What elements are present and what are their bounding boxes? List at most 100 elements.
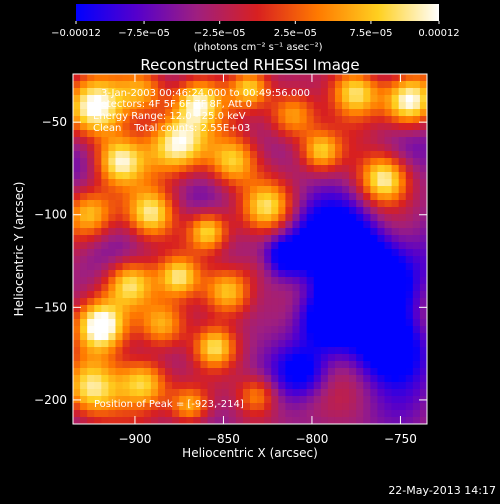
- heatmap-cell: [250, 165, 258, 173]
- heatmap-cell: [101, 235, 109, 243]
- heatmap-cell: [264, 130, 272, 138]
- heatmap-cell: [384, 333, 393, 341]
- heatmap-cell: [292, 137, 301, 145]
- heatmap-cell: [299, 347, 308, 355]
- heatmap-cell: [157, 235, 166, 243]
- heatmap-cell: [214, 228, 223, 236]
- heatmap-cell: [264, 410, 272, 418]
- heatmap-cell: [299, 151, 308, 159]
- heatmap-cell: [108, 130, 117, 138]
- heatmap-cell: [405, 109, 414, 117]
- heatmap-cell: [94, 354, 102, 362]
- heatmap-cell: [207, 193, 216, 201]
- heatmap-cell: [264, 95, 272, 103]
- heatmap-cell: [186, 95, 194, 103]
- heatmap-cell: [257, 263, 265, 271]
- heatmap-cell: [391, 326, 400, 334]
- heatmap-cell: [122, 382, 131, 390]
- plot-frame: [72, 73, 428, 425]
- heatmap-cell: [94, 396, 102, 404]
- heatmap-cell: [299, 81, 308, 89]
- heatmap-cell: [157, 389, 166, 397]
- heatmap-cell: [405, 340, 414, 348]
- heatmap-cell: [242, 102, 251, 110]
- heatmap-cell: [150, 270, 159, 278]
- heatmap-cell: [257, 305, 265, 313]
- heatmap-cell: [172, 263, 180, 271]
- heatmap-cell: [342, 221, 350, 229]
- heatmap-cell: [87, 410, 95, 418]
- heatmap-cell: [363, 291, 371, 299]
- heatmap-cell: [242, 403, 251, 411]
- heatmap-cell: [193, 389, 202, 397]
- heatmap-cell: [405, 375, 414, 383]
- heatmap-cell: [228, 277, 237, 285]
- heatmap-cell: [264, 382, 272, 390]
- heatmap-cell: [356, 312, 364, 320]
- heatmap-cell: [200, 417, 209, 424]
- heatmap-cell: [186, 123, 194, 131]
- heatmap-cell: [193, 298, 202, 306]
- heatmap-cell: [419, 270, 427, 278]
- heatmap-cell: [179, 361, 187, 369]
- heatmap-cell: [186, 193, 194, 201]
- heatmap-cell: [377, 396, 386, 404]
- heatmap-cell: [150, 277, 159, 285]
- heatmap-cell: [405, 277, 414, 285]
- heatmap-cell: [264, 228, 272, 236]
- heatmap-cell: [94, 403, 102, 411]
- heatmap-cell: [398, 354, 407, 362]
- heatmap-cell: [377, 354, 386, 362]
- heatmap-cell: [377, 298, 386, 306]
- heatmap-cell: [179, 207, 187, 215]
- heatmap-cell: [313, 95, 322, 103]
- heatmap-cell: [398, 137, 407, 145]
- heatmap-cell: [115, 312, 124, 320]
- heatmap-cell: [419, 137, 427, 145]
- heatmap-cell: [214, 410, 223, 418]
- heatmap-cell: [136, 284, 145, 292]
- heatmap-cell: [342, 305, 350, 313]
- heatmap-cell: [200, 368, 209, 376]
- heatmap-cell: [94, 382, 102, 390]
- heatmap-cell: [228, 312, 237, 320]
- heatmap-cell: [405, 81, 414, 89]
- heatmap-cell: [264, 389, 272, 397]
- heatmap-cell: [327, 361, 336, 369]
- heatmap-cell: [285, 221, 294, 229]
- heatmap-cell: [207, 221, 216, 229]
- heatmap-cell: [398, 102, 407, 110]
- heatmap-cell: [101, 102, 109, 110]
- heatmap-cell: [101, 179, 109, 187]
- heatmap-cell: [73, 165, 81, 173]
- heatmap-cell: [115, 186, 124, 194]
- heatmap-cell: [87, 375, 95, 383]
- heatmap-cell: [391, 396, 400, 404]
- y-axis-label: Heliocentric Y (arcsec): [12, 182, 26, 317]
- heatmap-cell: [87, 326, 95, 334]
- heatmap-cell: [405, 242, 414, 250]
- heatmap-cell: [108, 382, 117, 390]
- heatmap-cell: [129, 312, 138, 320]
- heatmap-cell: [384, 102, 393, 110]
- heatmap-cell: [391, 417, 400, 424]
- heatmap-cell: [186, 298, 194, 306]
- heatmap-cell: [412, 368, 421, 376]
- colorbar-tick-label: 7.5e−05: [349, 28, 392, 39]
- heatmap-cell: [398, 270, 407, 278]
- heatmap-cell: [313, 221, 322, 229]
- heatmap-cell: [242, 382, 251, 390]
- heatmap-cell: [285, 249, 294, 257]
- heatmap-cell: [419, 312, 427, 320]
- heatmap-cell: [405, 284, 414, 292]
- heatmap-cell: [419, 242, 427, 250]
- heatmap-cell: [306, 137, 315, 145]
- heatmap-cell: [136, 403, 145, 411]
- heatmap-cell: [398, 88, 407, 96]
- heatmap-cell: [101, 137, 109, 145]
- heatmap-cell: [150, 179, 159, 187]
- heatmap-cell: [271, 74, 279, 82]
- heatmap-cell: [299, 354, 308, 362]
- heatmap-cell: [306, 207, 315, 215]
- heatmap-cell: [80, 291, 88, 299]
